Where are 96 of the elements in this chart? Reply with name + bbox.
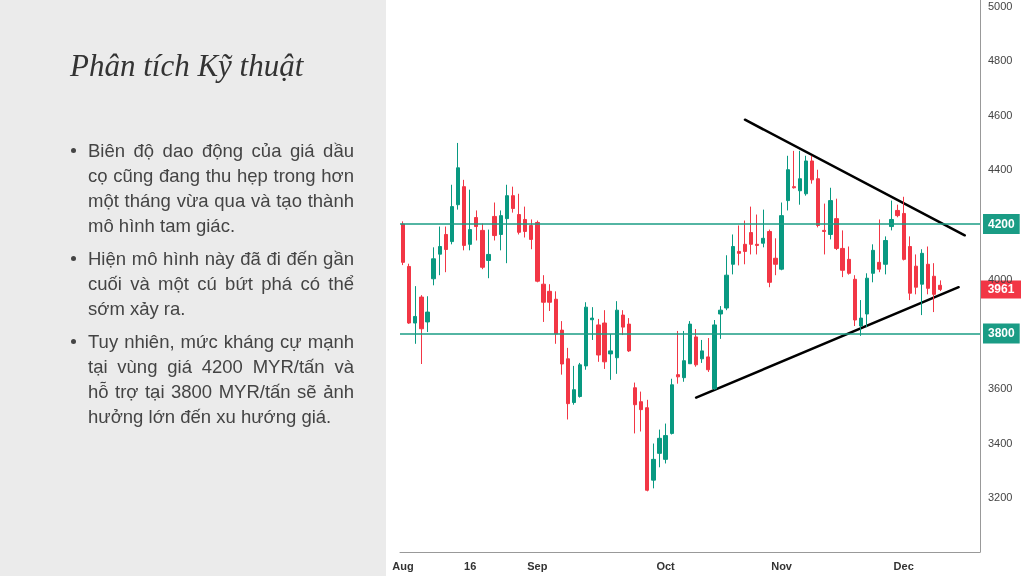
candlestick (407, 263, 411, 325)
candlestick (853, 274, 857, 327)
candlestick (877, 218, 881, 273)
x-tick-label: Sep (527, 559, 548, 572)
ref-line-label: 3800 (988, 326, 1016, 341)
candlestick (529, 218, 533, 250)
candlestick (792, 150, 796, 190)
text: Tuy nhiên, mức kháng cự mạnh tại vùng giá 4200 MYR/tấn và hỗ trợ tại 3800 MYR/tấn sẽ ảnh hưởng lớn đến xu hướng giá. (88, 331, 354, 427)
candlestick (413, 285, 417, 345)
candlestick (560, 320, 564, 376)
candlestick (779, 202, 784, 271)
candlestick (486, 229, 491, 279)
candlestick (572, 365, 576, 406)
candlestick (798, 150, 802, 206)
candlestick (712, 319, 717, 391)
candlestick (724, 254, 729, 311)
candlestick (444, 226, 448, 273)
candlestick (425, 295, 430, 333)
candlestick (926, 246, 930, 295)
y-tick-label: 3400 (988, 436, 1013, 449)
candlestick (682, 330, 686, 383)
candlestick (492, 202, 497, 241)
candlestick (865, 272, 869, 328)
candlestick (517, 193, 521, 235)
candlestick (938, 279, 942, 292)
candlestick (895, 204, 900, 218)
candlestick (566, 347, 570, 420)
candlestick (902, 196, 906, 261)
candlestick (431, 246, 436, 286)
candlestick (608, 333, 613, 381)
x-tick-label: Aug (392, 559, 414, 572)
candlestick (456, 142, 460, 211)
x-tick-label: Nov (771, 559, 793, 572)
candlestick (401, 220, 405, 266)
x-tick-label: 16 (464, 559, 477, 572)
candlestick (499, 209, 503, 251)
candlestick (718, 305, 723, 340)
candlestick (700, 339, 704, 364)
candlestick (786, 155, 790, 211)
candlestick (859, 299, 863, 337)
candlestick (627, 317, 631, 353)
candlestick (651, 443, 656, 489)
candlestick (920, 248, 924, 316)
y-tick-label: 5000 (988, 0, 1013, 12)
candlestick (914, 253, 918, 295)
candlestick (645, 399, 649, 492)
y-tick-label: 4600 (988, 108, 1013, 121)
candlestick (535, 220, 540, 283)
candlestick (450, 184, 454, 245)
candlestick (932, 262, 936, 313)
candlestick (908, 235, 912, 301)
candlestick (749, 206, 753, 255)
candlestick (419, 294, 424, 365)
x-tick-label: Dec (893, 559, 914, 572)
candlestick (804, 155, 808, 197)
y-tick-label: 4800 (988, 54, 1013, 67)
x-tick-label: Oct (656, 559, 676, 572)
candlestick (755, 214, 759, 255)
annotation: 3961 (987, 282, 1015, 297)
candlestick (847, 246, 851, 276)
candlestick (438, 226, 442, 276)
candlestick (883, 235, 888, 275)
candlestick (688, 320, 692, 365)
candlestick (676, 330, 680, 385)
candlestick (828, 187, 833, 240)
candlestick (694, 328, 698, 368)
candlestick (590, 306, 594, 341)
ref-line-label: 4200 (988, 217, 1016, 232)
candlestick (822, 203, 826, 255)
candlestick (816, 169, 820, 228)
candlestick (670, 378, 674, 435)
candlestick (505, 184, 509, 264)
candlestick (468, 189, 472, 251)
candlestick (706, 337, 710, 373)
candlestick (554, 290, 558, 345)
y-tick-label: 3200 (988, 491, 1013, 504)
candlestick (633, 382, 637, 434)
candlestick (737, 224, 741, 266)
candlestick (639, 391, 643, 432)
text: Phân tích Kỹ thuật (70, 48, 304, 84)
y-tick-label: 4400 (988, 163, 1013, 176)
y-tick-label: 3600 (988, 382, 1013, 395)
candlestick (810, 155, 814, 185)
candlestick (462, 179, 466, 251)
candlestick (578, 362, 582, 399)
candlestick (615, 300, 619, 375)
candlestick (743, 220, 747, 265)
text: Biên độ dao động của giá dầu cọ cũng đang thu hẹp trong hơn một tháng vừa qua và tạo thành mô hình tam giác. (88, 140, 354, 236)
candlestick (480, 223, 485, 270)
candlestick (621, 309, 625, 336)
candlestick (731, 233, 735, 275)
candlestick (871, 243, 875, 283)
candlestick (511, 186, 515, 214)
candlestick (584, 301, 588, 371)
text: Hiện mô hình này đã đi đến gần cuối và một cú bứt phá có thể sớm xảy ra. (88, 248, 354, 319)
candlestick (761, 209, 765, 248)
